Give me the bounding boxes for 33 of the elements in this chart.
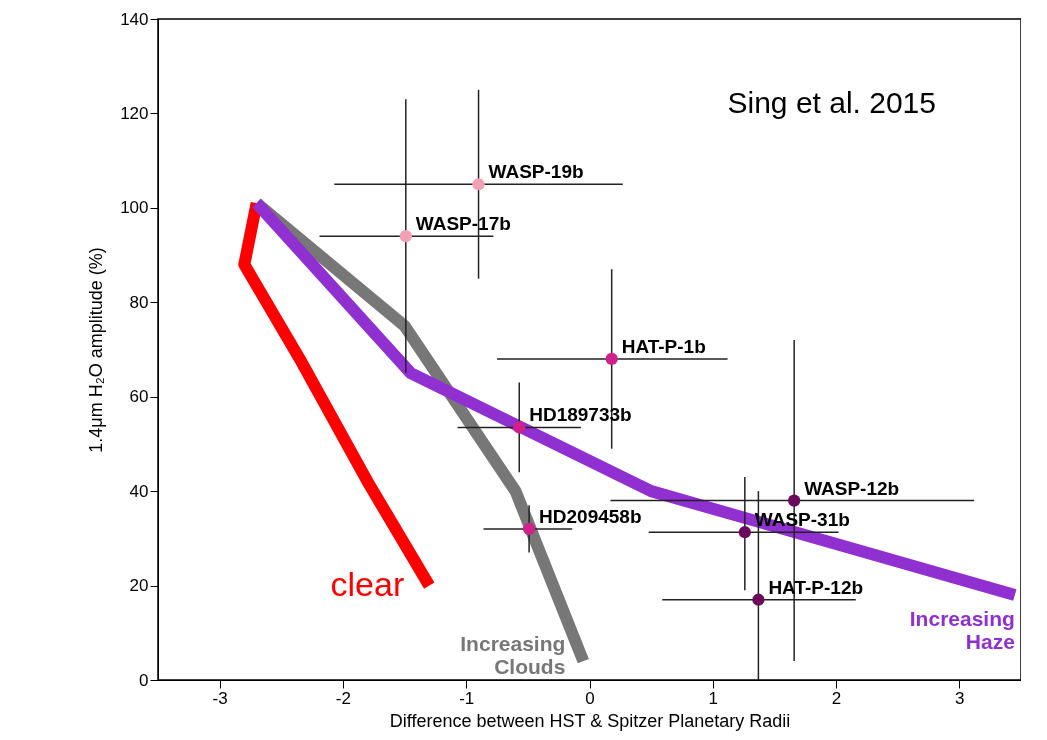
y-tick-label: 100 [120,198,149,218]
y-tick-label: 20 [129,576,149,596]
y-tick-label: 120 [120,103,149,123]
annotation: WASP-12b [804,477,900,499]
x-tick-label: -2 [335,688,351,708]
x-tick-label: 0 [585,688,595,708]
y-tick-label: 60 [129,387,149,407]
x-tick-label: 1 [708,688,719,708]
point [522,522,536,536]
point [399,230,412,243]
series-label: Increasing Clouds [460,632,566,679]
x-axis-title: Difference between HST & Spitzer Planetary Radii [389,710,791,731]
series-label: Increasing Haze [909,607,1015,654]
point [472,178,485,191]
y-tick-label: 0 [139,670,149,690]
annotation: HAT-P-1b [621,335,706,357]
point [738,526,751,539]
x-tick-label: 2 [831,688,842,708]
x-tick-label: -3 [212,688,228,708]
y-tick-label: 40 [129,481,149,501]
annotation: HD209458b [539,505,642,527]
y-tick-label: 80 [129,292,149,312]
x-tick-label: 3 [955,688,965,708]
series-label: clear [330,564,405,603]
point [752,593,765,606]
point [513,421,526,434]
annotation: Sing et al. 2015 [727,86,936,119]
point [605,352,618,366]
y-axis-title: 1.4μm H₂O amplitude (%) [86,247,107,453]
y-tick-label: 140 [120,9,149,29]
x-tick-label: -1 [459,688,475,708]
annotation: WASP-19b [488,161,584,183]
point [788,494,801,507]
